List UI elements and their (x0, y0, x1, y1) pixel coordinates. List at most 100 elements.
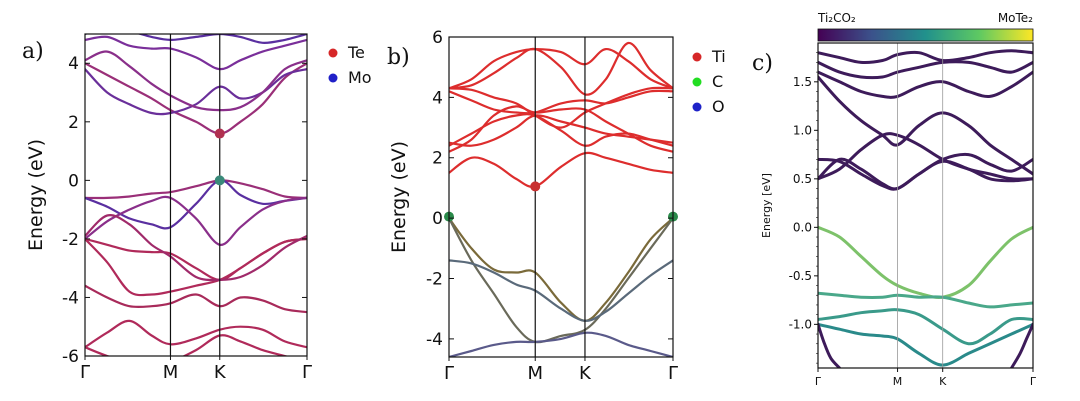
k-point-label: Γ (302, 362, 312, 383)
band-line-11 (85, 68, 307, 116)
legend-label-c: C (712, 72, 723, 91)
panel-label-b: b) (387, 45, 410, 70)
k-point-label: Γ (815, 375, 822, 388)
y-tick-label: 6 (432, 28, 443, 48)
band-line-7 (818, 49, 1033, 65)
band-line-14 (85, 34, 307, 44)
band-line-1 (85, 179, 307, 200)
band-line-11 (818, 322, 1033, 367)
y-tick-label: 4 (432, 88, 443, 108)
y-tick-label: 0 (68, 171, 79, 191)
band-line-2 (818, 132, 1033, 181)
band-line-3 (85, 195, 307, 246)
band-line-10 (818, 308, 1033, 346)
legend-label-ti: Ti (711, 47, 726, 66)
band-lines (818, 49, 1033, 368)
band-lines (85, 34, 307, 356)
legend-label-mo: Mo (348, 68, 372, 87)
legend-marker-te (328, 48, 338, 58)
band-line-12 (818, 322, 841, 368)
y-tick-label: 4 (68, 54, 79, 74)
y-tick-label: 0 (432, 209, 443, 229)
band-line-2 (449, 113, 673, 147)
band-line-1 (449, 151, 673, 188)
k-point-label: M (893, 375, 903, 388)
y-tick-label: -4 (426, 330, 443, 350)
band-line-13 (85, 35, 307, 71)
band-line-8 (85, 319, 307, 349)
panel-label-a: a) (22, 39, 44, 64)
band-line-7 (85, 284, 307, 314)
y-tick-label: -2 (426, 269, 443, 289)
k-point-label: K (939, 375, 947, 388)
band-line-1 (818, 157, 1033, 191)
k-point-label: K (579, 363, 592, 384)
band-line-11 (449, 259, 673, 322)
band-line-5 (449, 89, 673, 115)
band-marker-2 (214, 175, 225, 186)
panel-c-band-structure: 1.5 1.0 0.5 0.0 -0.5 -1.0 Γ M K Γ Energy [eV] Ti₂CO… (760, 11, 1037, 388)
plot-frame (84, 33, 308, 357)
legend-marker-ti (692, 52, 702, 62)
plot-frame (448, 36, 674, 358)
y-axis-label: Energy (eV) (25, 139, 47, 251)
colorbar (817, 28, 1034, 42)
k-point-label: K (214, 362, 227, 383)
band-marker-1 (214, 128, 225, 139)
y-tick-label: 0.0 (793, 221, 812, 235)
y-tick-label: -6 (62, 347, 79, 367)
k-point-label: M (527, 363, 543, 384)
y-tick-label: 0.5 (793, 172, 812, 186)
band-line-4 (449, 105, 673, 153)
band-line-6 (449, 86, 673, 129)
colorbar-left-label: Ti₂CO₂ (817, 11, 856, 25)
band-line-9 (449, 217, 673, 322)
band-line-6 (85, 214, 307, 282)
plot-frame (817, 42, 1034, 369)
band-line-5 (818, 70, 1033, 99)
band-line-5 (85, 237, 307, 297)
band-line-6 (818, 60, 1033, 80)
panel-label-c: c) (752, 51, 773, 76)
band-line-8 (818, 225, 1033, 299)
y-tick-label: -4 (62, 288, 79, 308)
k-point-label: Γ (668, 363, 678, 384)
band-marker-1 (530, 181, 541, 192)
y-tick-label: -1.0 (789, 318, 812, 332)
band-line-8 (449, 41, 673, 96)
band-line-12 (85, 50, 307, 112)
legend-label-te: Te (347, 43, 365, 62)
k-point-label: M (163, 362, 179, 383)
y-tick-label: 1.0 (793, 124, 812, 138)
y-tick-label: 2 (432, 149, 443, 169)
band-line-13 (1010, 322, 1033, 368)
y-tick-label: 2 (68, 113, 79, 133)
band-line-10 (449, 217, 673, 344)
k-point-label: Γ (1030, 375, 1037, 388)
y-tick-label: -0.5 (789, 269, 812, 283)
band-line-9 (85, 334, 290, 356)
y-axis-label: Energy (eV) (388, 141, 410, 253)
legend-marker-mo (328, 73, 338, 83)
colorbar-right-label: MoTe₂ (998, 11, 1033, 25)
band-line-10 (85, 62, 307, 135)
legend-marker-c (692, 77, 702, 87)
band-line-4 (85, 237, 307, 281)
y-tick-label: 1.5 (793, 75, 812, 89)
band-line-4 (818, 75, 1033, 176)
y-axis-label: Energy [eV] (760, 173, 773, 238)
legend-marker-o (692, 102, 702, 112)
band-line-3 (818, 152, 1033, 191)
y-tick-label: -2 (62, 230, 79, 250)
legend-label-o: O (712, 97, 725, 116)
band-lines (449, 41, 673, 357)
k-point-label: Γ (80, 362, 90, 383)
band-line-12 (449, 331, 673, 357)
band-line-9 (818, 291, 1033, 309)
k-point-label: Γ (444, 363, 454, 384)
band-line-7 (449, 48, 673, 90)
band-line-2 (85, 179, 307, 230)
